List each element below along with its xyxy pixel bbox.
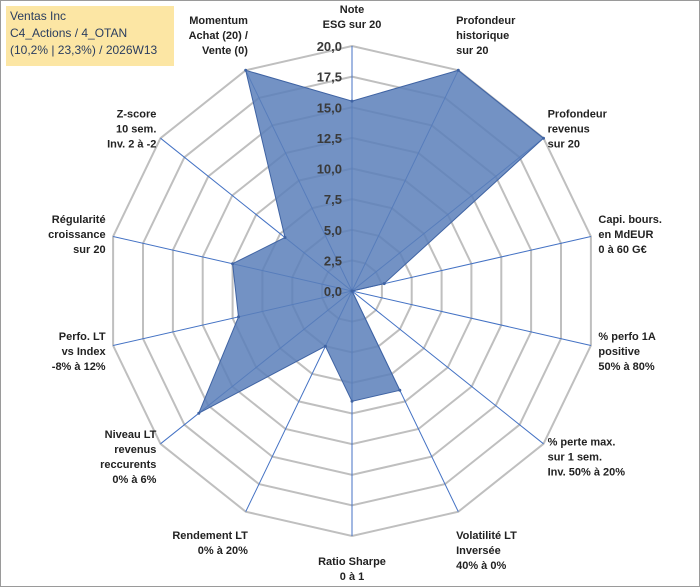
axis-label-line: Vente (0) [202, 45, 248, 57]
axis-label-line: revenus [114, 444, 156, 456]
chart-title-box: Ventas Inc C4_Actions / 4_OTAN (10,2% | … [6, 6, 174, 66]
axis-label-line: Régularité [52, 214, 106, 226]
tick-label: 17,5 [317, 70, 342, 85]
axis-label-line: Perfo. LT [59, 331, 106, 343]
axis-label-line: 0% à 20% [198, 545, 248, 557]
axis-label-line: Profondeur [548, 109, 608, 121]
axis-label-line: en MdEUR [598, 229, 653, 241]
axis-label-line: sur 20 [456, 45, 488, 57]
axis-label-line: reccurents [100, 459, 156, 471]
data-point [283, 236, 287, 239]
axis-label-line: 0 à 1 [340, 571, 364, 583]
axis-label-line: positive [598, 346, 640, 358]
axis-label-line: Inv. 50% à 20% [548, 467, 626, 479]
tick-label: 5,0 [324, 223, 342, 238]
axis-label: Perfo. LT vs Index -8% à 12% [52, 331, 107, 373]
axis-label-line: Momentum [189, 15, 248, 27]
axis-label: Régularité croissance sur 20 [48, 214, 105, 256]
axis-label-line: 40% à 0% [456, 560, 506, 572]
tick-label: 10,0 [317, 162, 342, 177]
axis-label-line: Note [340, 4, 364, 16]
axis-label-line: Volatilité LT [456, 530, 517, 542]
data-point [350, 99, 354, 103]
axis-label: Niveau LT revenus reccurents 0% à 6% [100, 429, 157, 486]
axis-label-line: vs Index [62, 346, 107, 358]
axis-label-line: % perte max. [548, 437, 616, 449]
axis-label-line: croissance [48, 229, 105, 241]
data-point [542, 136, 545, 140]
data-point [350, 289, 354, 293]
title-company: Ventas Inc [10, 9, 67, 23]
axis-label-line: Rendement LT [172, 530, 248, 542]
title-category: C4_Actions / 4_OTAN [10, 26, 128, 40]
axis-label-line: Capi. bours. [598, 214, 662, 226]
axis-label: Profondeur historique sur 20 [456, 15, 516, 57]
axis-label-line: 0% à 6% [112, 474, 156, 486]
axis-label-line: 0 à 60 G€ [598, 244, 646, 256]
axis-label-line: 50% à 80% [598, 361, 654, 373]
axis-label: Profondeur revenus sur 20 [548, 109, 608, 151]
axis-label-line: Achat (20) / [189, 30, 248, 42]
axis-label-line: Inversée [456, 545, 501, 557]
axis-label-line: 10 sem. [116, 124, 156, 136]
data-point [382, 282, 386, 286]
axis-label-line: historique [456, 30, 509, 42]
axis-label: % perfo 1A positive 50% à 80% [598, 331, 656, 373]
axis-label: % perte max. sur 1 sem. Inv. 50% à 20% [548, 437, 626, 479]
axis-label: Ratio Sharpe 0 à 1 [318, 556, 386, 583]
data-point [398, 388, 402, 392]
axis-label-line: Niveau LT [105, 429, 157, 441]
data-point [237, 315, 240, 319]
data-point [350, 399, 354, 403]
axis-spoke [351, 236, 592, 292]
axis-label-line: ESG sur 20 [323, 19, 382, 31]
axis-label: Volatilité LT Inversée 40% à 0% [456, 530, 517, 572]
axis-label-line: sur 1 sem. [548, 452, 602, 464]
data-point [323, 344, 327, 348]
axis-label-line: sur 20 [73, 244, 105, 256]
axis-label-line: Inv. 2 à -2 [107, 139, 156, 151]
title-stats: (10,2% | 23,3%) / 2026W13 [10, 43, 158, 57]
tick-label: 2,5 [324, 253, 342, 268]
axis-label: Note ESG sur 20 [323, 4, 382, 31]
axis-spoke [351, 290, 544, 445]
axis-label: Capi. bours. en MdEUR 0 à 60 G€ [598, 214, 662, 256]
axis-label: Z-score 10 sem. Inv. 2 à -2 [107, 109, 156, 151]
data-point [456, 68, 460, 72]
data-point [197, 411, 201, 415]
axis-label-line: -8% à 12% [52, 361, 106, 373]
tick-label: 7,5 [324, 192, 342, 207]
series-area [197, 69, 545, 415]
tick-label: 20,0 [317, 39, 342, 54]
tick-label: 15,0 [317, 100, 342, 115]
axis-label-line: Z-score [117, 109, 157, 121]
axis-label-line: Ratio Sharpe [318, 556, 386, 568]
axis-label-line: revenus [548, 124, 590, 136]
axis-spoke [351, 290, 592, 346]
tick-label: 12,5 [317, 131, 342, 146]
axis-label-line: Profondeur [456, 15, 516, 27]
axis-label: Rendement LT 0% à 20% [172, 530, 248, 557]
axis-label-line: % perfo 1A [598, 331, 656, 343]
data-point [244, 68, 248, 72]
axis-label-line: sur 20 [548, 139, 580, 151]
data-point [231, 262, 235, 266]
tick-label: 0,0 [324, 284, 342, 299]
axis-label: Momentum Achat (20) / Vente (0) [189, 15, 249, 57]
